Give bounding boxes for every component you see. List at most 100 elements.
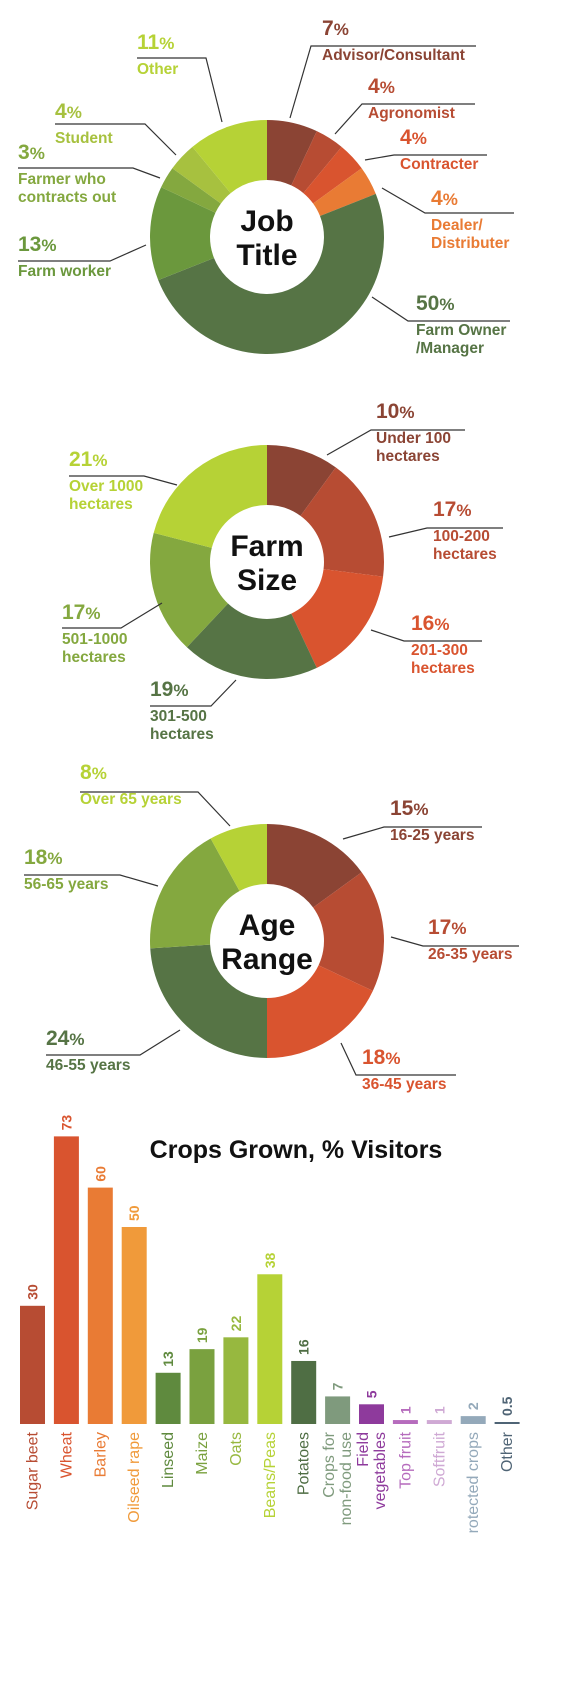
bar-value-label: 38	[262, 1252, 278, 1268]
leader-line	[342, 826, 482, 840]
pie-center-title: Size	[237, 564, 297, 597]
pie-slice	[300, 467, 384, 577]
leader-line	[18, 167, 161, 179]
bar-value-label: 16	[296, 1339, 312, 1355]
leader-line	[388, 527, 503, 538]
slice-category-label: Student	[55, 130, 113, 147]
bar-value-label: 5	[364, 1390, 380, 1398]
pie-slice	[267, 824, 362, 908]
pie-center-title: Range	[221, 943, 313, 976]
bar-value-label: 2	[465, 1402, 481, 1410]
slice-category-label: 46-55 years	[46, 1057, 130, 1074]
slice-category-label: contracts out	[18, 189, 116, 206]
bar-chart-title: Crops Grown, % Visitors	[150, 1136, 443, 1164]
slice-category-label: 16-25 years	[390, 827, 474, 844]
slice-category-label: hectares	[376, 448, 440, 465]
slice-percent-label: 16%	[411, 612, 449, 635]
leader-line	[364, 154, 487, 161]
slice-category-label: Distributer	[431, 235, 509, 252]
bar	[87, 1187, 113, 1424]
slice-percent-label: 17%	[62, 601, 100, 624]
bar-category-label: Softfruit	[431, 1431, 448, 1487]
pie-slice	[172, 146, 231, 204]
pie-slice	[150, 187, 216, 281]
slice-percent-label: 4%	[431, 187, 458, 210]
slice-percent-label: 11%	[137, 31, 174, 54]
pie-slice	[186, 603, 317, 679]
slice-percent-label: 18%	[24, 846, 62, 869]
bar	[494, 1422, 520, 1424]
pie-slice	[150, 944, 267, 1058]
slice-percent-label: 17%	[433, 498, 471, 521]
slice-category-label: Over 65 years	[80, 791, 182, 808]
pie-slice	[267, 965, 373, 1058]
slice-category-label: Farmer who	[18, 171, 106, 188]
slice-percent-label: 8%	[80, 761, 107, 784]
bar-category-label: non-food use	[338, 1432, 355, 1526]
leader-line	[150, 679, 237, 707]
leader-line	[46, 1029, 181, 1056]
leader-line	[55, 123, 177, 156]
pie-slice	[303, 146, 362, 204]
slice-category-label: hectares	[69, 496, 133, 513]
pie-slice	[267, 120, 317, 186]
pie-slice	[267, 445, 336, 516]
pie-slice	[210, 824, 267, 892]
bar-category-label: Oilseed rape	[126, 1432, 143, 1523]
bar-value-label: 73	[58, 1115, 74, 1131]
pie-center-title: Title	[236, 239, 297, 272]
bar-category-label: Crops for	[321, 1431, 338, 1497]
bar-category-label: Other	[499, 1431, 516, 1472]
leader-line	[62, 602, 163, 629]
slice-category-label: Under 100	[376, 430, 451, 447]
bar-value-label: 30	[25, 1284, 41, 1300]
slice-category-label: 56-65 years	[24, 876, 108, 893]
pie-slice	[158, 193, 384, 355]
slice-category-label: Dealer/	[431, 217, 483, 234]
bar-category-label: Sugar beet	[25, 1431, 42, 1510]
pie-slice	[291, 569, 384, 668]
leader-line	[370, 629, 482, 642]
slice-percent-label: 50%	[416, 292, 454, 315]
slice-percent-label: 4%	[368, 75, 395, 98]
bar-category-label: Oats	[228, 1432, 245, 1466]
leader-line	[390, 936, 519, 947]
bar-value-label: 50	[126, 1205, 142, 1221]
bar-value-label: 7	[330, 1382, 346, 1390]
slice-category-label: hectares	[411, 660, 475, 677]
slice-percent-label: 21%	[69, 448, 107, 471]
bar	[155, 1372, 181, 1424]
bar	[257, 1274, 283, 1424]
leader-line	[334, 103, 475, 135]
bar	[426, 1420, 452, 1424]
slice-percent-label: 4%	[400, 126, 427, 149]
slice-percent-label: 19%	[150, 678, 188, 701]
pie-center-title: Farm	[230, 530, 303, 563]
pie-slice	[192, 119, 267, 194]
bar-value-label: 0.5	[499, 1396, 515, 1416]
bar	[392, 1420, 418, 1424]
slice-category-label: hectares	[433, 546, 497, 563]
leader-line	[326, 429, 465, 456]
bar-category-label: Maize	[194, 1432, 211, 1475]
slice-category-label: Contracter	[400, 156, 478, 173]
bar-value-label: 19	[194, 1327, 210, 1343]
slice-category-label: /Manager	[416, 340, 484, 357]
bar	[121, 1227, 147, 1424]
leader-line	[80, 791, 231, 827]
leader-line	[18, 244, 147, 262]
pie-center-title: Job	[240, 205, 293, 238]
slice-percent-label: 17%	[428, 916, 466, 939]
bar-category-label: Potatoes	[296, 1432, 313, 1495]
leader-line	[381, 187, 514, 214]
bar-category-label: Linseed	[160, 1432, 177, 1488]
bar-category-label: vegetables	[372, 1432, 389, 1509]
slice-category-label: Other	[137, 61, 178, 78]
slice-category-label: 501-1000	[62, 631, 128, 648]
leader-line	[289, 45, 476, 119]
bar-value-label: 60	[92, 1166, 108, 1182]
leader-line	[24, 874, 159, 887]
pie-slice	[313, 168, 376, 217]
bar	[291, 1360, 317, 1424]
